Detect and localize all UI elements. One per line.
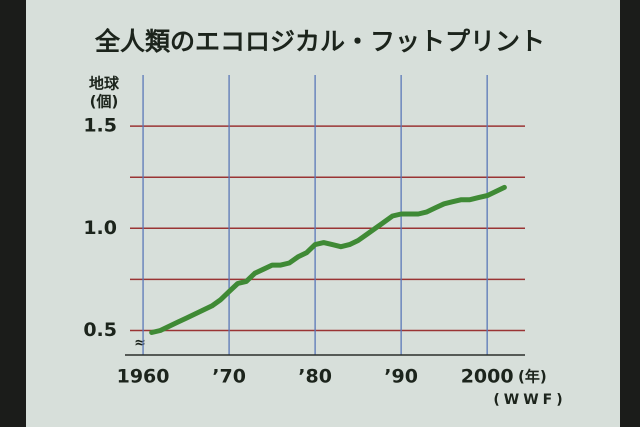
x-tick-label: ’80 xyxy=(298,366,332,388)
x-tick-label: ’90 xyxy=(384,366,418,388)
y-tick-label: 1.0 xyxy=(83,217,117,239)
x-label: (年) xyxy=(518,368,547,386)
x-tick-label: ’70 xyxy=(212,366,246,388)
screen xyxy=(26,0,620,427)
data-line xyxy=(149,184,507,335)
y-label: 地球 xyxy=(89,75,120,93)
source: (WWF) xyxy=(493,392,566,408)
y-tick-label: 0.5 xyxy=(83,319,117,341)
y-tick-label: 1.5 xyxy=(83,115,117,137)
x-tick-label: 2000 xyxy=(461,366,514,388)
chart-title: 全人類のエコロジカル・フットプリント xyxy=(94,27,545,56)
y-label: (個) xyxy=(90,93,119,111)
axis-break: ≈ xyxy=(134,335,146,351)
x-tick-label: 1960 xyxy=(117,366,170,388)
